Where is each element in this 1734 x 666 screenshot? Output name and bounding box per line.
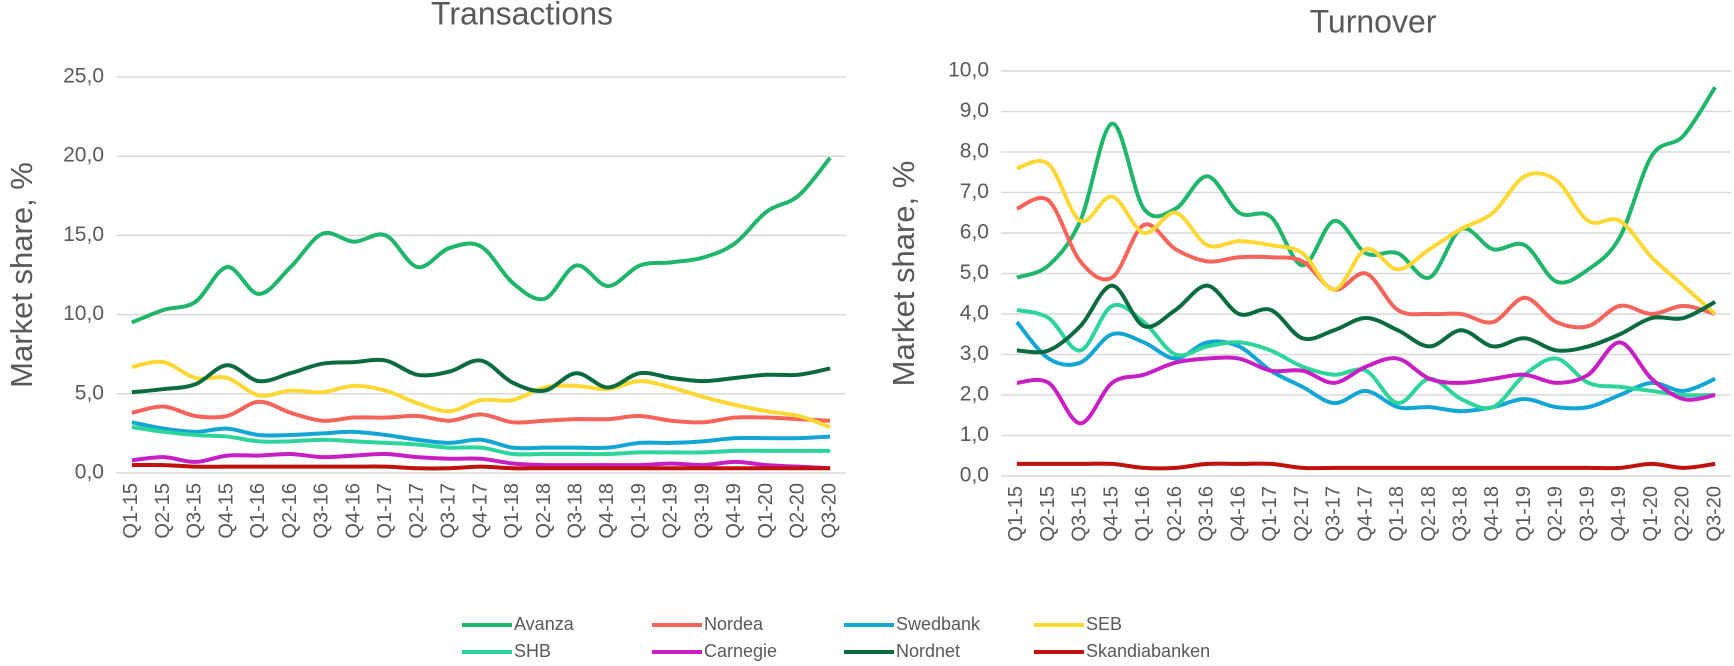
series-line [131, 420, 831, 451]
x-tick-label: Q3-20 [1703, 486, 1725, 542]
x-tick-label: Q3-18 [1449, 486, 1471, 542]
series-line [131, 399, 831, 425]
x-tick-label: Q1-15 [1005, 486, 1027, 542]
series-line [1015, 320, 1716, 414]
x-tick-label: Q3-16 [1196, 486, 1218, 542]
y-tick-label: 8,0 [960, 140, 989, 163]
x-tick-label: Q4-19 [1608, 486, 1630, 542]
y-tick-label: 4,0 [960, 302, 989, 325]
x-tick-label: Q2-19 [660, 483, 682, 539]
y-tick-label: 25,0 [63, 65, 104, 88]
y-tick-label: 10,0 [948, 59, 989, 82]
x-tick-label: Q1-17 [1259, 486, 1281, 542]
series-line [131, 156, 832, 325]
y-tick-label: 20,0 [63, 144, 104, 167]
x-tick-label: Q1-20 [1640, 486, 1662, 542]
x-tick-label: Q1-17 [374, 483, 396, 539]
x-tick-label: Q3-15 [1069, 486, 1091, 542]
legend-label: Avanza [514, 614, 575, 634]
series-line [1016, 195, 1716, 330]
x-tick-label: Q4-15 [1100, 486, 1122, 542]
x-tick-label: Q4-16 [342, 483, 364, 539]
x-tick-label: Q1-18 [501, 483, 523, 539]
series-line [1016, 283, 1717, 355]
y-tick-label: 0,0 [75, 461, 104, 484]
x-tick-label: Q4-19 [723, 483, 745, 539]
x-tick-label: Q1-15 [120, 483, 142, 539]
x-tick-label: Q2-18 [533, 483, 555, 539]
legend-label: SEB [1086, 614, 1122, 634]
series-line [131, 357, 831, 395]
x-tick-label: Q1-19 [1513, 486, 1535, 542]
x-tick-label: Q4-18 [1481, 486, 1503, 542]
legend-label: Nordea [704, 614, 764, 634]
x-tick-label: Q2-19 [1545, 486, 1567, 542]
x-tick-label: Q2-17 [1291, 486, 1313, 542]
x-tick-label: Q3-17 [1323, 486, 1345, 542]
x-tick-label: Q3-15 [184, 483, 206, 539]
legend-label: Swedbank [896, 614, 981, 634]
y-tick-label: 15,0 [63, 223, 104, 246]
x-tick-label: Q2-20 [787, 483, 809, 539]
y-tick-label: 3,0 [960, 342, 989, 365]
x-tick-label: Q2-20 [1672, 486, 1694, 542]
y-tick-label: 7,0 [960, 180, 989, 203]
y-axis-label: Market share, % [886, 161, 921, 387]
chart-title: Turnover [1310, 3, 1437, 39]
y-tick-label: 9,0 [960, 99, 989, 122]
y-axis-label: Market share, % [4, 162, 39, 388]
y-tick-label: 5,0 [75, 381, 104, 404]
series-line [1016, 86, 1717, 285]
series-line [131, 462, 831, 471]
x-tick-label: Q1-20 [755, 483, 777, 539]
legend-label: Nordnet [896, 641, 960, 661]
x-tick-label: Q2-15 [152, 483, 174, 539]
x-tick-label: Q2-16 [279, 483, 301, 539]
y-tick-label: 6,0 [960, 221, 989, 244]
x-tick-label: Q2-17 [406, 483, 428, 539]
x-tick-label: Q3-18 [564, 483, 586, 539]
x-tick-label: Q2-15 [1037, 486, 1059, 542]
legend-label: SHB [514, 641, 551, 661]
x-tick-label: Q1-19 [628, 483, 650, 539]
x-tick-label: Q3-19 [691, 483, 713, 539]
x-tick-label: Q3-17 [438, 483, 460, 539]
series-line [1016, 461, 1716, 471]
y-tick-label: 1,0 [960, 423, 989, 446]
x-tick-label: Q1-18 [1386, 486, 1408, 542]
x-tick-label: Q4-17 [1354, 486, 1376, 542]
x-tick-label: Q2-18 [1418, 486, 1440, 542]
x-tick-label: Q2-16 [1164, 486, 1186, 542]
series-line [1016, 340, 1716, 426]
x-tick-label: Q4-17 [469, 483, 491, 539]
series-line [131, 451, 831, 471]
y-tick-label: 0,0 [960, 464, 989, 487]
x-tick-label: Q3-19 [1576, 486, 1598, 542]
x-tick-label: Q3-16 [311, 483, 333, 539]
series-line [131, 359, 831, 429]
x-tick-label: Q3-20 [818, 483, 840, 539]
x-tick-label: Q4-15 [215, 483, 237, 539]
series-line [131, 425, 831, 457]
x-tick-label: Q4-18 [596, 483, 618, 539]
chart-title: Transactions [431, 0, 613, 31]
y-tick-label: 2,0 [960, 383, 989, 406]
x-tick-label: Q4-16 [1227, 486, 1249, 542]
y-tick-label: 10,0 [63, 302, 104, 325]
y-tick-label: 5,0 [960, 261, 989, 284]
series-line [1016, 158, 1717, 316]
legend-label: Skandiabanken [1086, 641, 1210, 661]
legend-label: Carnegie [704, 641, 777, 661]
x-tick-label: Q1-16 [1132, 486, 1154, 542]
x-tick-label: Q1-16 [247, 483, 269, 539]
